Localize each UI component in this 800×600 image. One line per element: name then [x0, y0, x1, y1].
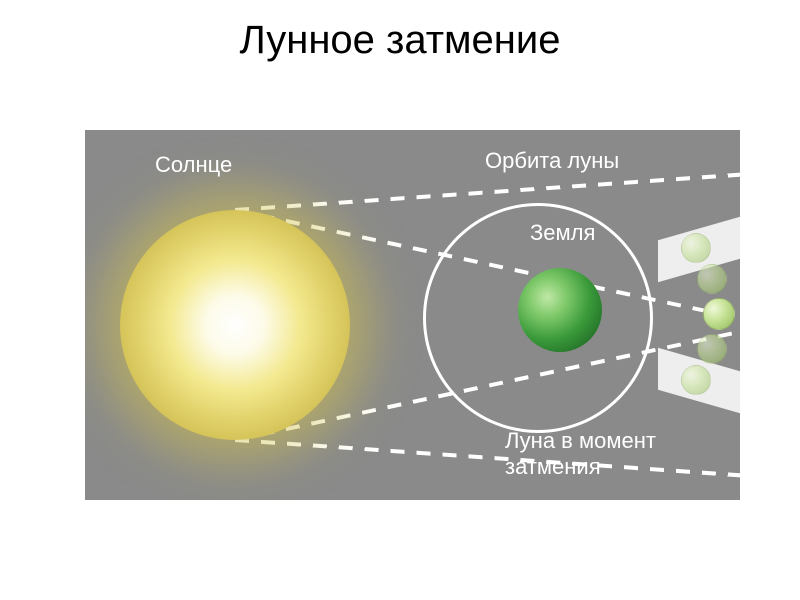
sun-body — [120, 210, 350, 440]
light-ray — [235, 173, 740, 210]
moon-position — [681, 365, 711, 395]
label-moon-moment: Луна в момент затмения — [505, 428, 656, 480]
page: Лунное затмение Солнце Орбита луны Земля Лу… — [0, 0, 800, 600]
earth-body — [518, 268, 602, 352]
label-sun: Солнце — [155, 152, 232, 178]
light-ray — [235, 440, 740, 477]
moon-position — [681, 233, 711, 263]
moon-position — [697, 264, 727, 294]
page-title: Лунное затмение — [0, 18, 800, 63]
label-earth: Земля — [530, 220, 595, 246]
label-orbit: Орбита луны — [485, 148, 619, 174]
eclipse-diagram: Солнце Орбита луны Земля Луна в момент затм… — [85, 130, 740, 500]
moon-position — [703, 298, 735, 330]
moon-position — [697, 334, 727, 364]
